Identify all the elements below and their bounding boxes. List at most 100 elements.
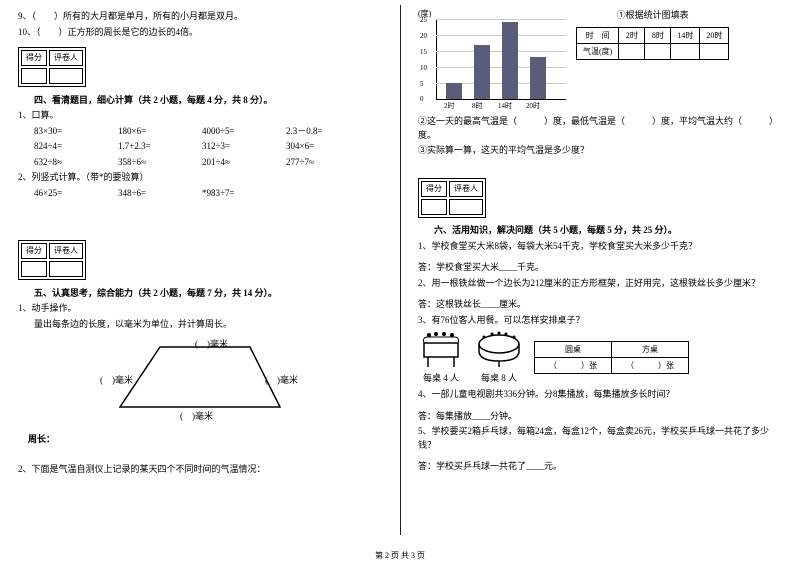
temp-table: 时 间 2时 8时 14时 20时 气温(度): [576, 27, 729, 60]
q10: 10、（ ）正方形的周长是它的边长的4倍。: [18, 26, 382, 40]
axis-y: [436, 19, 437, 99]
desk-round: 每桌 8 人: [474, 331, 524, 384]
score-cell: [21, 261, 47, 277]
chart-block: (度) 25 20 15 10 5 0: [418, 8, 568, 111]
score-table-5: 得分评卷人: [18, 240, 86, 280]
page-footer: 第 2 页 共 3 页: [0, 550, 800, 561]
score-table-6: 得分评卷人: [418, 178, 486, 218]
grid: [436, 19, 566, 20]
cell: [619, 44, 645, 60]
cell: [671, 44, 700, 60]
xt: 20时: [526, 101, 540, 111]
dr: （ ）张: [535, 358, 612, 374]
r-q3: ③实际算一算，这天的平均气温是多少度？: [418, 144, 782, 158]
c: 46×25=: [34, 187, 104, 201]
lbl-top: ( )毫米: [195, 337, 228, 350]
c: 358÷6≈: [118, 156, 188, 170]
lbl-left: ( )毫米: [100, 373, 133, 386]
score-h1: 得分: [21, 243, 47, 259]
p3: 3、有76位客人用餐。可以怎样安排桌子？: [418, 314, 782, 328]
calc-r1: 83×30= 180×6= 4000÷5= 2.3－0.8=: [34, 125, 382, 139]
chart-row: (度) 25 20 15 10 5 0: [418, 8, 782, 111]
xt: 2时: [444, 101, 455, 111]
desk-rd-label: 每桌 8 人: [474, 371, 524, 384]
s5-2: 2、下面是气温自测仪上记录的某天四个不同时间的气温情况：: [18, 463, 382, 477]
cell: [645, 44, 671, 60]
bar-3: [502, 22, 518, 99]
r-q2: ②这一天的最高气温是（ ）度，最低气温是（ ）度，平均气温大约（ ）度。: [418, 115, 782, 142]
c: 312÷3=: [202, 140, 272, 154]
calc2: 46×25= 348÷6= *983÷7=: [34, 187, 382, 201]
c: 348÷6=: [118, 187, 188, 201]
lbl-right: ( )毫米: [265, 373, 298, 386]
c: 201÷4≈: [202, 156, 272, 170]
left-column: 9、（ ）所有的大月都是单月，所有的小月都是双月。 10、（ ）正方形的周长是它…: [0, 0, 400, 525]
th: 2时: [619, 28, 645, 44]
score-h2: 评卷人: [49, 243, 83, 259]
grid: [436, 67, 566, 68]
xt: 8时: [472, 101, 483, 111]
lbl-bottom: ( )毫米: [180, 409, 213, 422]
calc-r3: 632÷8≈ 358÷6≈ 201÷4≈ 277÷7≈: [34, 156, 382, 170]
perimeter-label: 周长：: [28, 433, 382, 447]
th: 8时: [645, 28, 671, 44]
y-unit: (度): [418, 8, 568, 19]
th: 时 间: [577, 28, 619, 44]
desk-rd-icon: [474, 331, 524, 369]
desk-square: 每桌 4 人: [418, 331, 464, 384]
grid: [436, 51, 566, 52]
c: 180×6=: [118, 125, 188, 139]
score-h2: 评卷人: [449, 181, 483, 197]
c: 304×6=: [286, 140, 356, 154]
yt: 0: [420, 95, 424, 103]
s5-1-sub: 量出每条边的长度，以毫米为单位，并计算周长。: [34, 318, 382, 332]
dh: 方桌: [612, 342, 689, 358]
grader-cell: [49, 261, 83, 277]
q9: 9、（ ）所有的大月都是单月，所有的小月都是双月。: [18, 10, 382, 24]
trapezoid-figure: ( )毫米 ( )毫米 ( )毫米 ( )毫米: [100, 337, 300, 427]
grader-cell: [49, 68, 83, 84]
c: 2.3－0.8=: [286, 125, 356, 139]
s5-1: 1、动手操作。: [18, 302, 382, 316]
score-block-6: 得分评卷人: [418, 178, 782, 223]
cell: [700, 44, 729, 60]
bar-chart: 25 20 15 10 5 0 2时 8时 14时 20时: [418, 19, 568, 111]
dr: （ ）张: [612, 358, 689, 374]
column-divider: [400, 5, 401, 535]
xt: 14时: [498, 101, 512, 111]
yt: 20: [420, 32, 427, 40]
right-column: (度) 25 20 15 10 5 0: [400, 0, 800, 525]
p1: 1、学校食堂买大米8袋，每袋大米54千克，学校食堂买大米多少千克？: [418, 240, 782, 254]
desk-sq-label: 每桌 4 人: [418, 371, 464, 384]
grader-cell: [449, 199, 483, 215]
chart-title: ①根据统计图填表: [576, 8, 729, 21]
sec5-title: 五、认真思考，综合能力（共 2 小题，每题 7 分，共 14 分）。: [34, 287, 382, 301]
grid: [436, 35, 566, 36]
a2: 答：这根铁丝长____厘米。: [418, 298, 782, 312]
dh: 圆桌: [535, 342, 612, 358]
score-block-4: 得分评卷人: [18, 47, 382, 92]
c: 277÷7≈: [286, 156, 356, 170]
c: *983÷7=: [202, 187, 272, 201]
tr-label: 气温(度): [577, 44, 619, 60]
yt: 10: [420, 64, 427, 72]
score-cell: [421, 199, 447, 215]
c: 4000÷5=: [202, 125, 272, 139]
a4: 答：每集播放____分钟。: [418, 410, 782, 424]
score-block-5: 得分评卷人: [18, 240, 382, 285]
c: 824÷4=: [34, 140, 104, 154]
c: 632÷8≈: [34, 156, 104, 170]
a5: 答：学校买乒乓球一共花了____元。: [418, 460, 782, 474]
score-h1: 得分: [421, 181, 447, 197]
th: 14时: [671, 28, 700, 44]
score-h1: 得分: [21, 50, 47, 66]
s4-2: 2、列竖式计算。（带*的要验算）: [18, 171, 382, 185]
axis-x: [436, 99, 566, 100]
bar-1: [446, 83, 462, 99]
p2: 2、用一根铁丝做一个边长为212厘米的正方形框架，正好用完，这根铁丝长多少厘米？: [418, 277, 782, 291]
a1: 答：学校食堂买大米____千克。: [418, 261, 782, 275]
bar-4: [530, 57, 546, 99]
yt: 15: [420, 48, 427, 56]
score-cell: [21, 68, 47, 84]
desks-row: 每桌 4 人 每桌 8 人 圆桌方桌 （ ）张（ ）张: [418, 331, 782, 384]
